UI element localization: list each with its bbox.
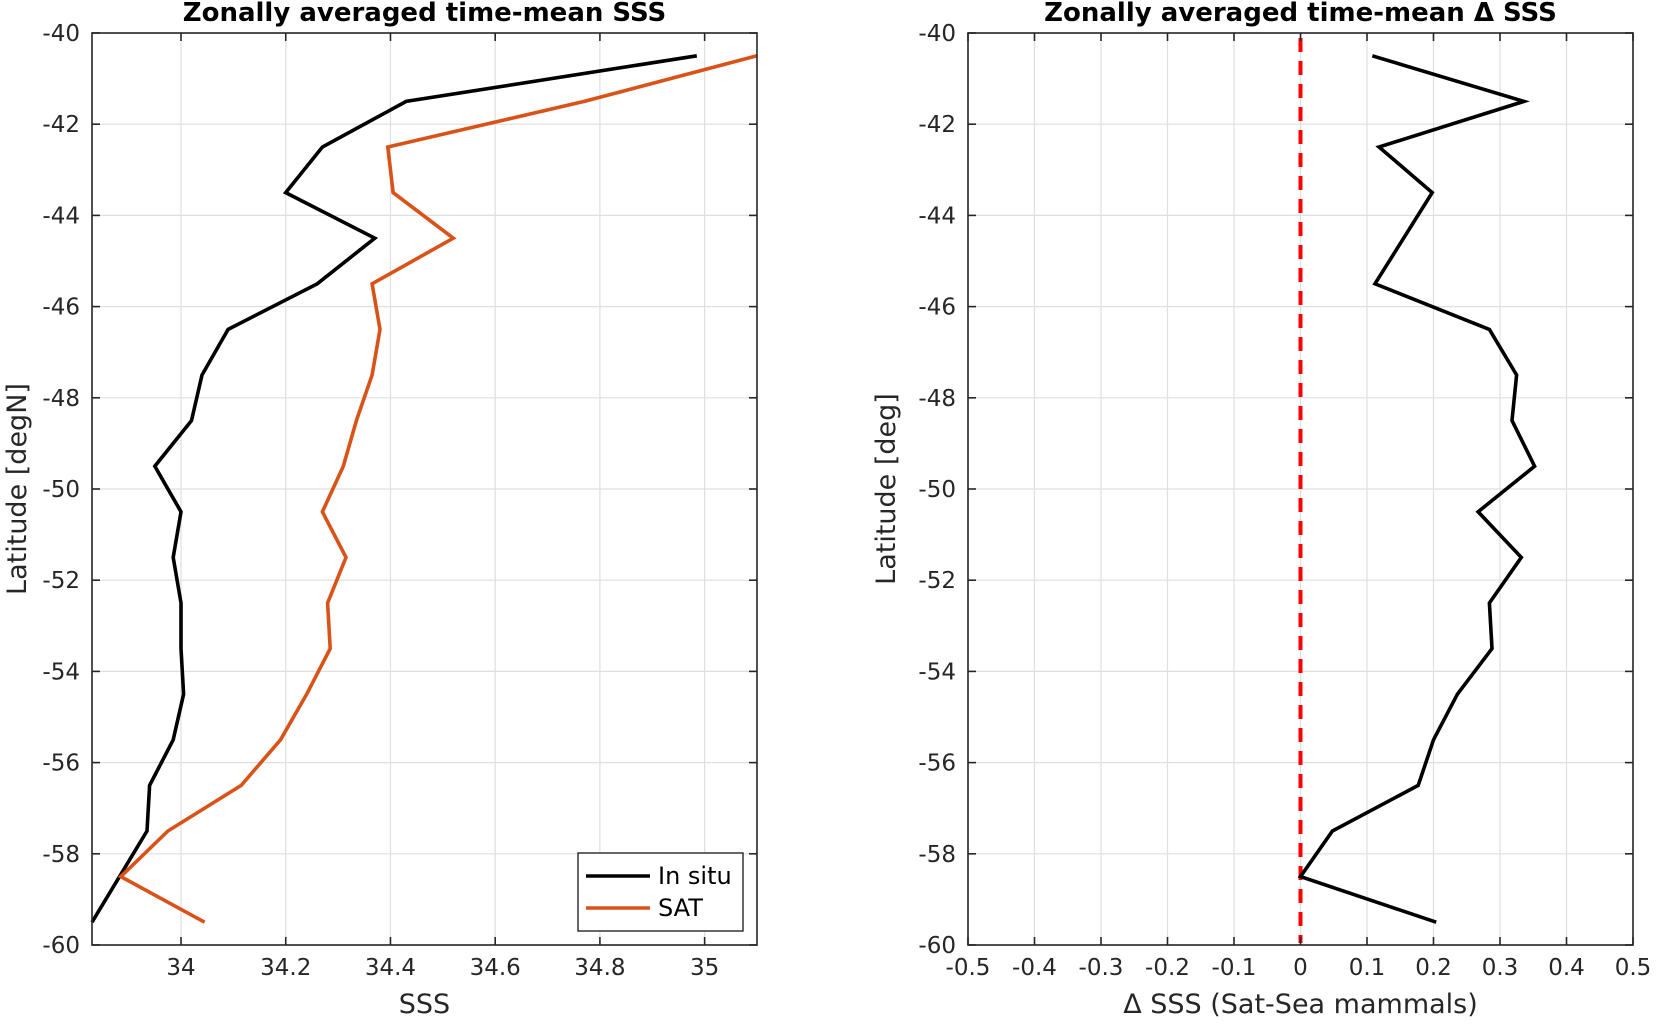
series-line-1 xyxy=(1297,54,1537,924)
y-tick-label: -56 xyxy=(918,751,956,777)
x-tick-label: -0.1 xyxy=(1212,955,1257,981)
y-tick-label: -50 xyxy=(42,477,80,503)
y-tick-label: -40 xyxy=(42,21,80,47)
chart-title: Zonally averaged time-mean Δ SSS xyxy=(1044,0,1557,28)
x-tick-label: 34.6 xyxy=(470,955,521,981)
chart-panel-1: 34 34.2 34.4 34.6 34.8 35 -60 -58 -56 -54 -52 -50 -4… xyxy=(2,0,758,1020)
y-tick-label: -60 xyxy=(42,933,80,959)
x-tick-label: -0.3 xyxy=(1079,955,1124,981)
chart-title: Zonally averaged time-mean SSS xyxy=(183,0,667,28)
x-tick-label: 0.2 xyxy=(1415,955,1452,981)
x-axis-label: SSS xyxy=(399,989,450,1020)
legend-label: In situ xyxy=(658,862,732,890)
y-tick-label: -48 xyxy=(918,386,956,412)
y-tick-label: -46 xyxy=(918,295,956,321)
x-tick-label: 34 xyxy=(166,955,195,981)
y-axis-label: Latitude [deg] xyxy=(871,393,902,585)
y-tick-label: -56 xyxy=(42,751,80,777)
y-tick-label: -50 xyxy=(918,477,956,503)
y-tick-label: -58 xyxy=(42,842,80,868)
x-tick-label: 0.5 xyxy=(1615,955,1652,981)
x-tick-label: 0.3 xyxy=(1482,955,1519,981)
y-tick-label: -48 xyxy=(42,386,80,412)
y-tick-label: -46 xyxy=(42,295,80,321)
x-tick-label: -0.4 xyxy=(1012,955,1057,981)
y-tick-label: -60 xyxy=(918,933,956,959)
x-tick-label: -0.2 xyxy=(1145,955,1190,981)
x-tick-label: -0.5 xyxy=(946,955,991,981)
x-tick-label: 0.4 xyxy=(1548,955,1585,981)
y-tick-label: -42 xyxy=(918,112,956,138)
x-axis-label: Δ SSS (Sat-Sea mammals) xyxy=(1123,989,1478,1020)
legend: In situ SAT xyxy=(577,852,744,932)
y-tick-label: -52 xyxy=(42,568,80,594)
x-tick-label: 0.1 xyxy=(1349,955,1386,981)
y-tick-label: -44 xyxy=(42,203,80,229)
y-tick-label: -44 xyxy=(918,203,956,229)
legend-box xyxy=(577,852,744,932)
x-tick-label: 34.2 xyxy=(260,955,311,981)
series-line-in-situ xyxy=(90,54,698,924)
x-tick-label: 35 xyxy=(690,955,719,981)
y-tick-label: -54 xyxy=(918,659,956,685)
legend-label: SAT xyxy=(658,894,703,922)
y-tick-label: -40 xyxy=(918,21,956,47)
y-tick-label: -54 xyxy=(42,659,80,685)
x-tick-label: 0 xyxy=(1293,955,1308,981)
x-tick-label: 34.8 xyxy=(574,955,625,981)
y-tick-label: -58 xyxy=(918,842,956,868)
y-tick-label: -42 xyxy=(42,112,80,138)
x-tick-label: 34.4 xyxy=(365,955,416,981)
series-line-sat xyxy=(117,54,758,924)
y-tick-label: -52 xyxy=(918,568,956,594)
chart-panel-2: -0.5 -0.4 -0.3 -0.2 -0.1 0 0.1 0.2 0.3 0.4 0.5 -60 -… xyxy=(871,0,1651,1020)
y-axis-label: Latitude [degN] xyxy=(2,383,33,595)
